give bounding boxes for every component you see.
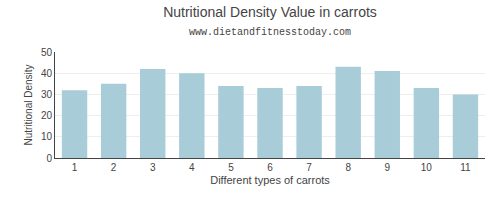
- svg-text:30: 30: [41, 89, 53, 100]
- svg-text:10: 10: [41, 131, 53, 142]
- svg-text:Nutritional Density: Nutritional Density: [23, 64, 34, 145]
- svg-text:40: 40: [41, 68, 53, 79]
- svg-text:Nutritional Density Value in c: Nutritional Density Value in carrotswww.…: [163, 4, 377, 38]
- svg-text:Different types of carrots: Different types of carrots: [210, 174, 330, 186]
- svg-text:20: 20: [41, 110, 53, 121]
- svg-text:10: 10: [421, 162, 433, 173]
- svg-text:6: 6: [267, 162, 273, 173]
- svg-text:1: 1: [72, 162, 78, 173]
- svg-text:9: 9: [384, 162, 390, 173]
- svg-text:5: 5: [228, 162, 234, 173]
- svg-text:8: 8: [345, 162, 351, 173]
- svg-text:7: 7: [306, 162, 312, 173]
- svg-text:3: 3: [150, 162, 156, 173]
- svg-text:50: 50: [41, 47, 53, 58]
- svg-text:0: 0: [46, 153, 52, 164]
- svg-text:4: 4: [189, 162, 195, 173]
- svg-text:2: 2: [111, 162, 117, 173]
- svg-text:11: 11: [460, 162, 471, 173]
